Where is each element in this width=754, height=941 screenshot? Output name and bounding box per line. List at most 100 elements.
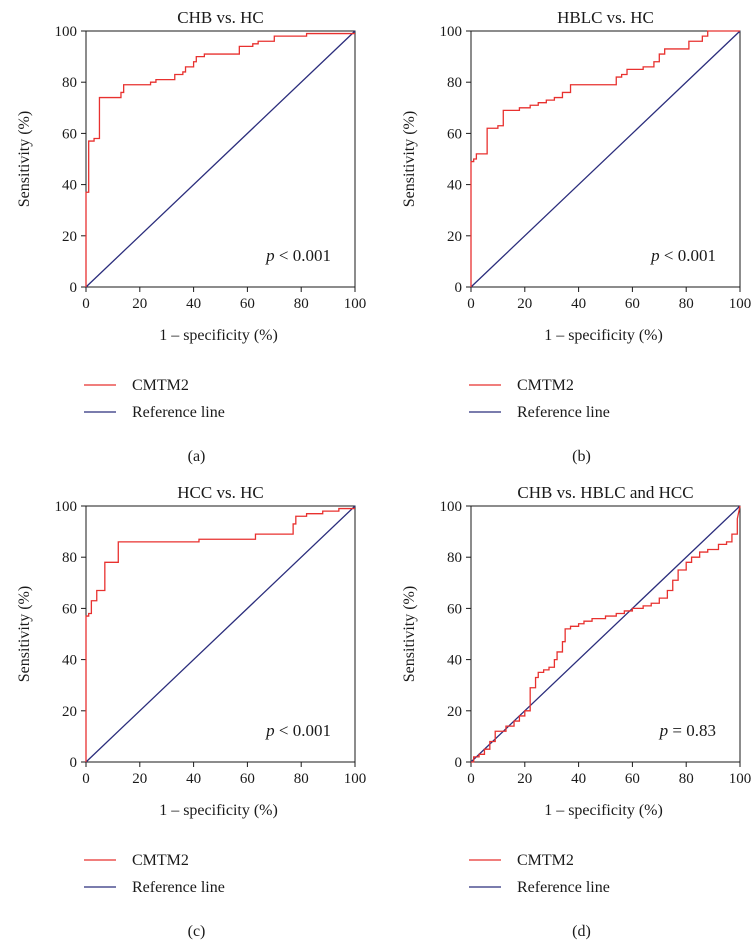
- y-tick-label: 60: [447, 601, 462, 617]
- x-axis-label: 1 – specificity (%): [544, 327, 663, 344]
- x-tick-label: 20: [132, 771, 147, 787]
- p-symbol: p: [265, 721, 275, 740]
- legend-label: Reference line: [517, 879, 610, 896]
- y-axis-label: Sensitivity (%): [16, 586, 33, 682]
- x-tick-label: 60: [625, 771, 640, 787]
- legend-label: Reference line: [132, 879, 225, 896]
- y-axis-label: Sensitivity (%): [401, 586, 418, 682]
- panel-label: (d): [572, 923, 591, 940]
- chart-panel-1: CHB vs. HC 0 20 40 60 80 100 0 20 40 60 80 100 1 – sp…: [16, 8, 366, 465]
- panel-label: (b): [572, 448, 591, 465]
- y-tick-label: 60: [447, 126, 462, 142]
- y-tick-label: 20: [447, 229, 462, 245]
- x-axis-label: 1 – specificity (%): [544, 802, 663, 819]
- y-tick-label: 80: [447, 550, 462, 566]
- legend-label: CMTM2: [132, 377, 189, 394]
- reference-line: [85, 505, 356, 763]
- roc-curve-line: [470, 30, 740, 287]
- roc-curve-line: [85, 507, 355, 762]
- x-tick-label: 100: [344, 771, 367, 787]
- chart-title: HCC vs. HC: [177, 483, 263, 502]
- roc-curve-line: [85, 32, 355, 287]
- p-value-text: < 0.001: [275, 246, 331, 265]
- x-tick-label: 20: [132, 296, 147, 312]
- x-tick-label: 0: [82, 771, 90, 787]
- y-tick-label: 20: [62, 704, 77, 720]
- chart-panel-3: HCC vs. HC 0 20 40 60 80 100 0 20 40 60 80 100 1 – sp…: [16, 483, 366, 940]
- p-value-annotation: p = 0.83: [659, 721, 716, 740]
- reference-line: [470, 30, 741, 288]
- y-tick-label: 80: [62, 550, 77, 566]
- reference-line: [85, 30, 356, 288]
- roc-curve-line: [471, 505, 741, 763]
- legend-label: CMTM2: [517, 377, 574, 394]
- y-tick-label: 40: [447, 178, 462, 194]
- chart-panel-4: CHB vs. HBLC and HCC 0 20 40 60 80 100 0 20 40 60 8…: [401, 483, 751, 940]
- chart-panel-2: HBLC vs. HC 0 20 40 60 80 100 0 20 40 60 80 100 1 – s…: [401, 8, 751, 465]
- x-tick-label: 0: [82, 296, 90, 312]
- reference-line: [470, 505, 741, 763]
- plot-frame: [85, 30, 356, 288]
- x-axis-label: 1 – specificity (%): [159, 802, 278, 819]
- y-tick-label: 60: [62, 601, 77, 617]
- x-tick-label: 80: [679, 771, 694, 787]
- y-tick-label: 80: [447, 75, 462, 91]
- y-axis-label: Sensitivity (%): [16, 111, 33, 207]
- x-tick-label: 100: [729, 296, 752, 312]
- x-tick-label: 100: [344, 296, 367, 312]
- x-tick-label: 60: [240, 771, 255, 787]
- x-tick-label: 60: [240, 296, 255, 312]
- p-value-annotation: p < 0.001: [265, 246, 331, 265]
- x-tick-label: 0: [467, 296, 475, 312]
- y-tick-label: 40: [447, 653, 462, 669]
- p-symbol: p: [650, 246, 660, 265]
- p-value-text: = 0.83: [668, 721, 716, 740]
- x-tick-label: 80: [294, 296, 309, 312]
- x-tick-label: 40: [571, 296, 586, 312]
- y-tick-label: 60: [62, 126, 77, 142]
- y-tick-label: 100: [55, 24, 78, 40]
- x-tick-label: 0: [467, 771, 475, 787]
- y-tick-label: 40: [62, 178, 77, 194]
- y-tick-label: 20: [447, 704, 462, 720]
- chart-title: HBLC vs. HC: [557, 8, 654, 27]
- p-value-annotation: p < 0.001: [265, 721, 331, 740]
- y-tick-label: 0: [455, 755, 463, 771]
- p-symbol: p: [659, 721, 669, 740]
- x-tick-label: 40: [571, 771, 586, 787]
- y-tick-label: 0: [70, 280, 78, 296]
- y-tick-label: 100: [440, 499, 463, 515]
- plot-frame: [470, 30, 741, 288]
- x-tick-label: 40: [186, 771, 201, 787]
- x-tick-label: 20: [517, 771, 532, 787]
- legend-label: Reference line: [517, 404, 610, 421]
- x-tick-label: 60: [625, 296, 640, 312]
- y-axis-label: Sensitivity (%): [401, 111, 418, 207]
- chart-title: CHB vs. HBLC and HCC: [517, 483, 693, 502]
- p-value-text: < 0.001: [660, 246, 716, 265]
- x-tick-label: 80: [679, 296, 694, 312]
- y-tick-label: 100: [440, 24, 463, 40]
- legend-label: CMTM2: [132, 852, 189, 869]
- x-tick-label: 80: [294, 771, 309, 787]
- y-tick-label: 100: [55, 499, 78, 515]
- x-tick-label: 20: [517, 296, 532, 312]
- legend-label: Reference line: [132, 404, 225, 421]
- p-value-annotation: p < 0.001: [650, 246, 716, 265]
- x-tick-label: 40: [186, 296, 201, 312]
- legend-label: CMTM2: [517, 852, 574, 869]
- y-tick-label: 80: [62, 75, 77, 91]
- y-tick-label: 40: [62, 653, 77, 669]
- chart-title: CHB vs. HC: [177, 8, 263, 27]
- panel-label: (a): [188, 448, 206, 465]
- panel-label: (c): [188, 923, 206, 940]
- plot-frame: [470, 505, 741, 763]
- y-tick-label: 0: [455, 280, 463, 296]
- p-symbol: p: [265, 246, 275, 265]
- p-value-text: < 0.001: [275, 721, 331, 740]
- x-axis-label: 1 – specificity (%): [159, 327, 278, 344]
- y-tick-label: 0: [70, 755, 78, 771]
- y-tick-label: 20: [62, 229, 77, 245]
